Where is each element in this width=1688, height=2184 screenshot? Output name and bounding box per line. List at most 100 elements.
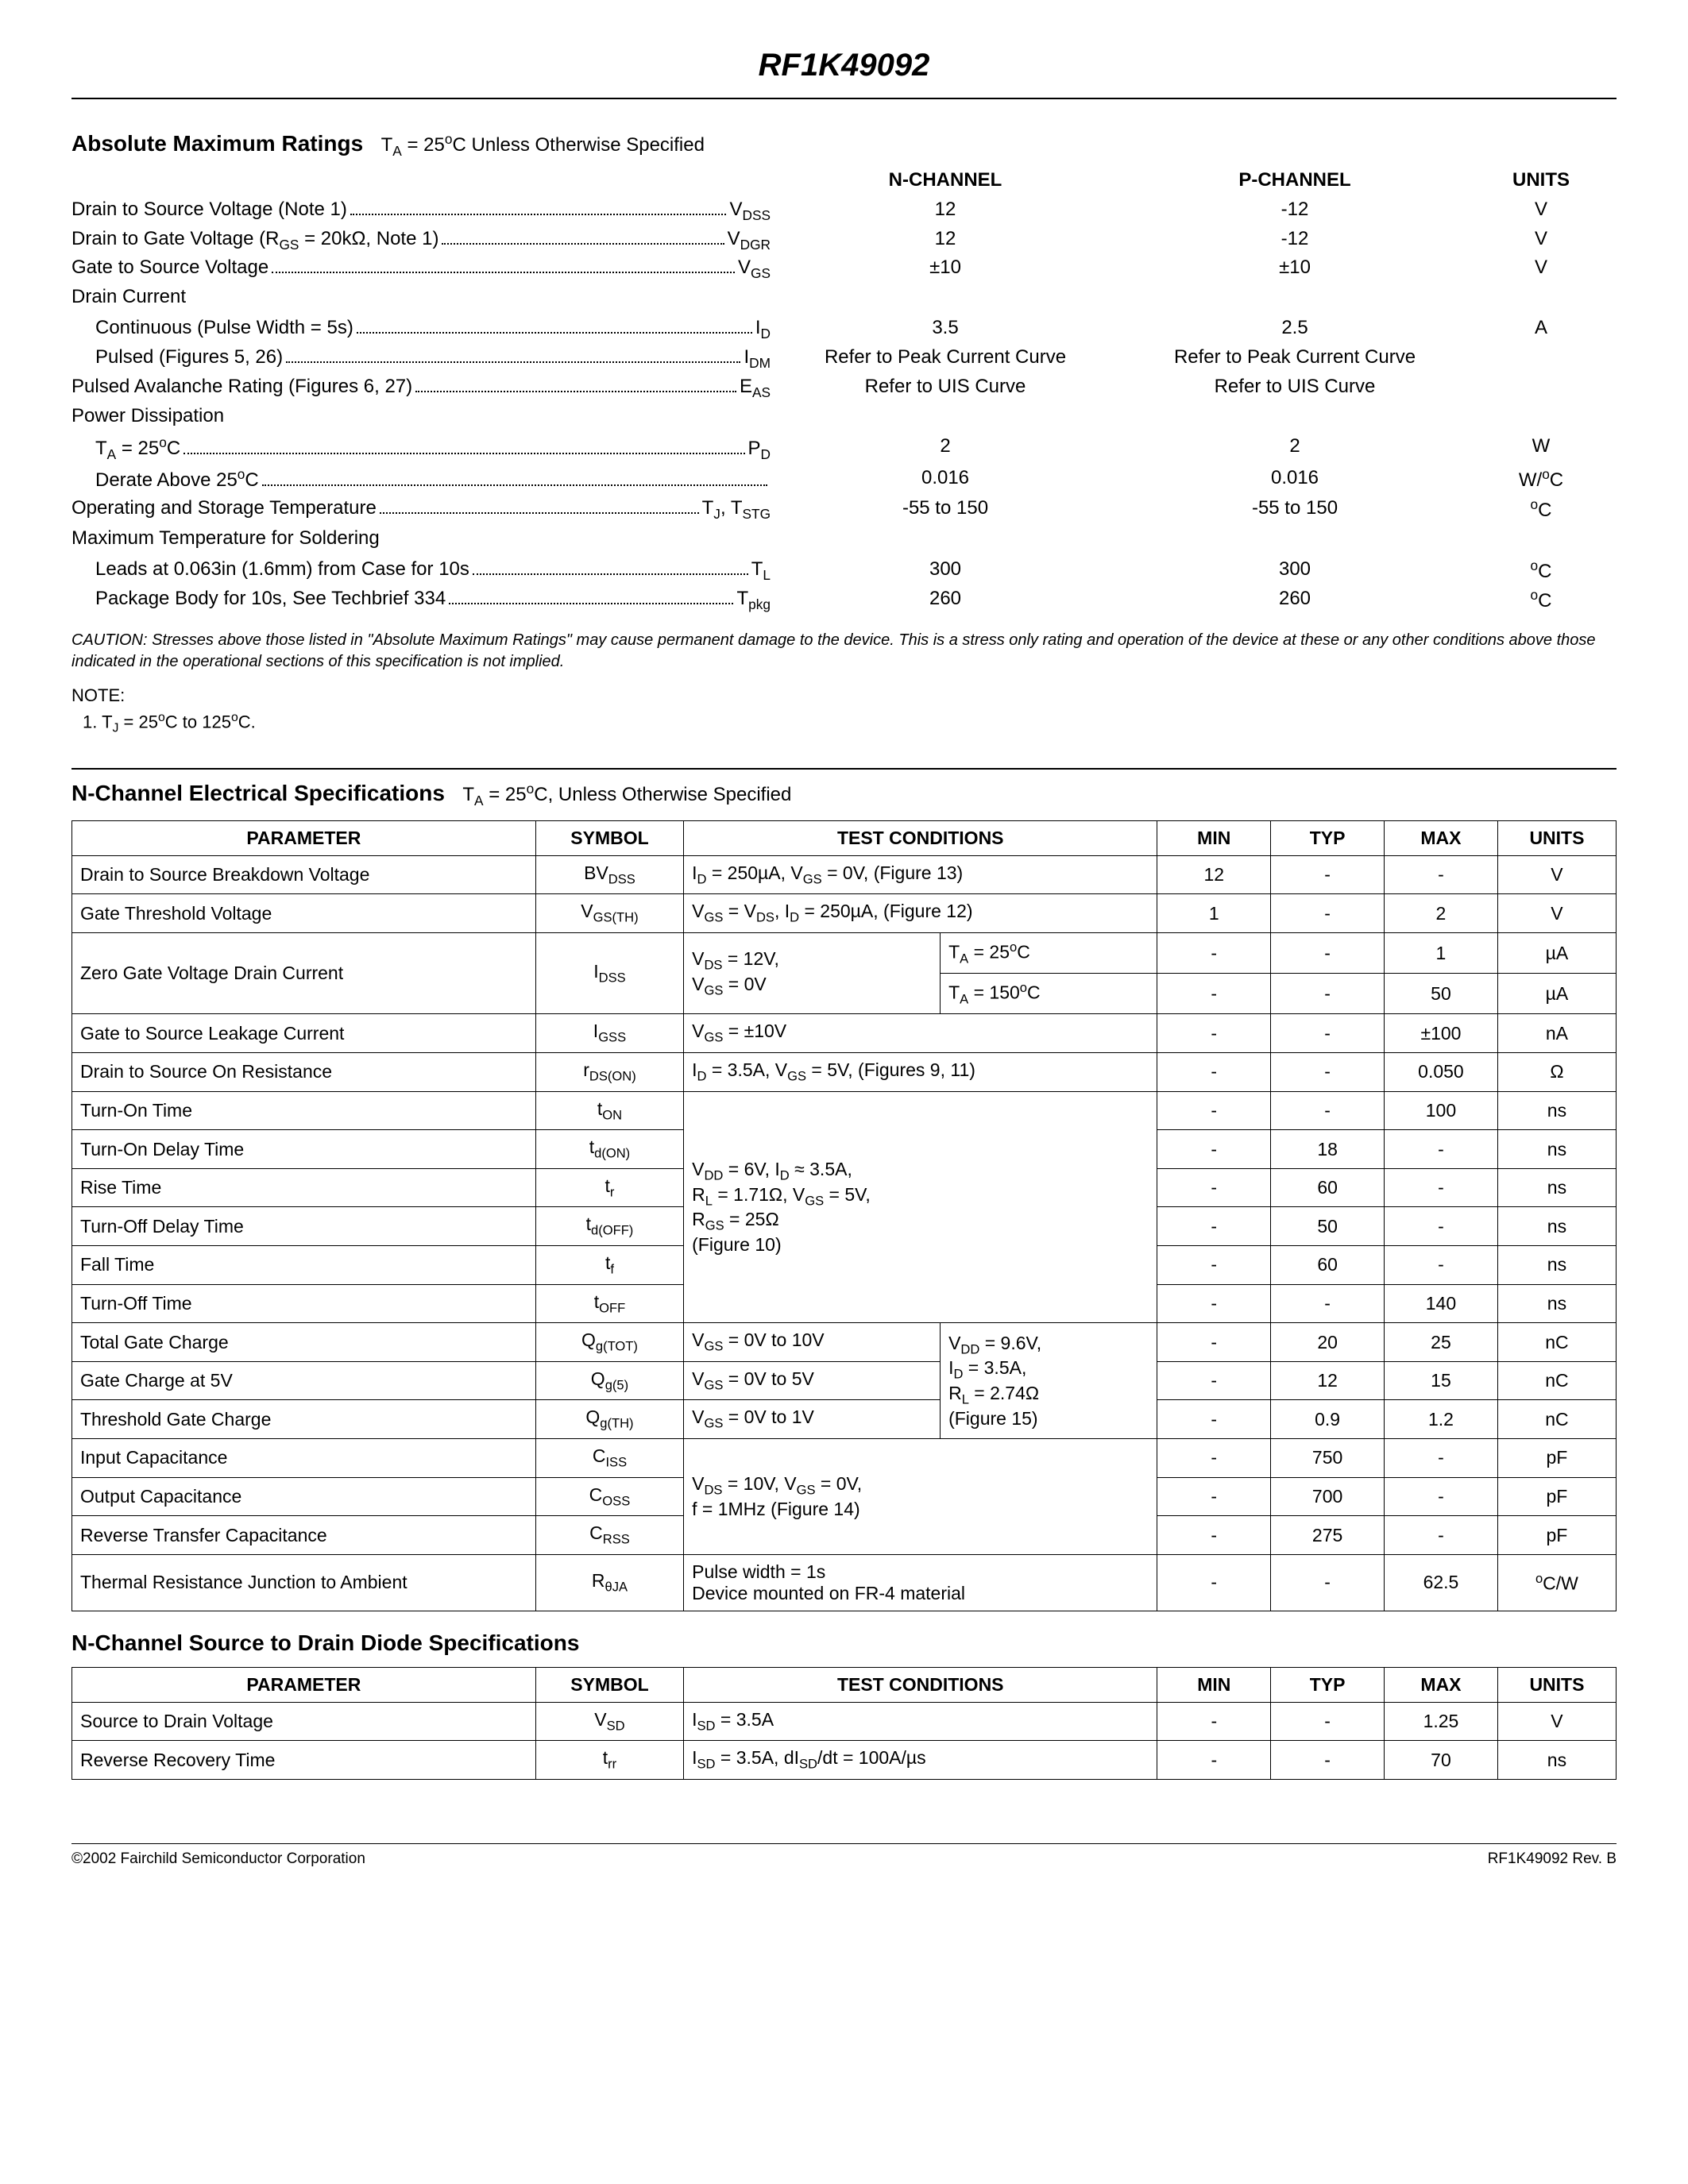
amr-row: Continuous (Pulse Width = 5s)ID3.52.5A: [71, 314, 1617, 344]
amr-group-header: Drain Current: [71, 284, 1617, 311]
cell-min: -: [1157, 1702, 1271, 1741]
amr-group-label: Power Dissipation: [71, 403, 224, 430]
cell-min: -: [1157, 1741, 1271, 1780]
elec-heading: N-Channel Electrical Specifications: [71, 781, 445, 805]
cell-typ: -: [1271, 1741, 1385, 1780]
cell-max: 1.25: [1385, 1702, 1498, 1741]
amr-p-value: Refer to Peak Current Curve: [1120, 344, 1470, 372]
amr-label: Derate Above 25oC: [71, 465, 259, 495]
amr-n-value: 2: [771, 433, 1120, 461]
elec-section: N-Channel Electrical Specifications TA =…: [71, 781, 1617, 1611]
table-row: Gate Threshold Voltage VGS(TH) VGS = VDS…: [72, 894, 1617, 933]
amr-p-value: 2: [1120, 433, 1470, 461]
amr-group-header: Power Dissipation: [71, 403, 1617, 430]
section-divider: [71, 768, 1617, 770]
amr-symbol: PD: [748, 435, 771, 465]
amr-symbol: VDSS: [729, 196, 771, 226]
diode-heading: N-Channel Source to Drain Diode Specific…: [71, 1630, 579, 1655]
leader-dots: [183, 435, 744, 454]
amr-group-label: Drain Current: [71, 284, 186, 311]
amr-col-n: N-CHANNEL: [771, 169, 1120, 191]
amr-symbol: ID: [755, 314, 771, 344]
table-row: Gate to Source Leakage Current IGSS VGS …: [72, 1014, 1617, 1053]
leader-dots: [380, 495, 699, 514]
amr-symbol: VDGR: [728, 226, 771, 255]
amr-n-value: 12: [771, 226, 1120, 253]
cell-units: ns: [1497, 1741, 1616, 1780]
leader-dots: [473, 556, 748, 575]
amr-units: oC: [1470, 495, 1613, 525]
th-test-conditions: TEST CONDITIONS: [684, 820, 1157, 855]
leader-dots: [272, 254, 735, 273]
cell-test-conditions: ISD = 3.5A, dISD/dt = 100A/µs: [684, 1741, 1157, 1780]
amr-row: Derate Above 25oC0.0160.016W/oC: [71, 465, 1617, 495]
amr-units: oC: [1470, 585, 1613, 615]
amr-col-p: P-CHANNEL: [1120, 169, 1470, 191]
amr-symbol: TJ, TSTG: [702, 495, 771, 524]
th-symbol: SYMBOL: [535, 1667, 683, 1702]
amr-label: TA = 25oC: [71, 433, 180, 465]
leader-dots: [286, 344, 740, 363]
th-max: MAX: [1385, 820, 1498, 855]
amr-symbol: IDM: [744, 344, 771, 373]
elec-header-row: PARAMETER SYMBOL TEST CONDITIONS MIN TYP…: [72, 820, 1617, 855]
amr-heading: Absolute Maximum Ratings: [71, 131, 363, 156]
table-row: Input Capacitance CISS VDS = 10V, VGS = …: [72, 1439, 1617, 1478]
th-units: UNITS: [1497, 1667, 1616, 1702]
amr-n-value: ±10: [771, 254, 1120, 282]
th-typ: TYP: [1271, 820, 1385, 855]
th-max: MAX: [1385, 1667, 1498, 1702]
amr-units: V: [1470, 254, 1613, 282]
amr-label: Gate to Source Voltage: [71, 254, 268, 282]
table-row: Total Gate Charge Qg(TOT) VGS = 0V to 10…: [72, 1323, 1617, 1362]
amr-p-value: Refer to UIS Curve: [1120, 373, 1470, 401]
diode-section: N-Channel Source to Drain Diode Specific…: [71, 1630, 1617, 1780]
amr-label: Package Body for 10s, See Techbrief 334: [71, 585, 446, 613]
th-param: PARAMETER: [72, 1667, 536, 1702]
amr-n-value: 12: [771, 196, 1120, 224]
amr-units: W: [1470, 433, 1613, 461]
amr-p-value: 300: [1120, 556, 1470, 584]
elec-table: PARAMETER SYMBOL TEST CONDITIONS MIN TYP…: [71, 820, 1617, 1611]
cell-param: Source to Drain Voltage: [72, 1702, 536, 1741]
cell-typ: -: [1271, 1702, 1385, 1741]
amr-label: Operating and Storage Temperature: [71, 495, 377, 523]
amr-symbol: Tpkg: [736, 585, 771, 615]
th-units: UNITS: [1497, 820, 1616, 855]
amr-units: V: [1470, 226, 1613, 253]
diode-table: PARAMETER SYMBOL TEST CONDITIONS MIN TYP…: [71, 1667, 1617, 1780]
table-row: Turn-On Time tON VDD = 6V, ID ≈ 3.5A,RL …: [72, 1091, 1617, 1130]
footer-copyright: ©2002 Fairchild Semiconductor Corporatio…: [71, 1850, 365, 1868]
amr-units: V: [1470, 196, 1613, 224]
amr-column-headers: N-CHANNEL P-CHANNEL UNITS: [71, 169, 1617, 191]
cell-max: 70: [1385, 1741, 1498, 1780]
amr-label: Pulsed (Figures 5, 26): [71, 344, 283, 372]
amr-symbol: VGS: [738, 254, 771, 284]
amr-p-value: -55 to 150: [1120, 495, 1470, 523]
amr-label: Drain to Source Voltage (Note 1): [71, 196, 347, 224]
table-row: Drain to Source On Resistance rDS(ON) ID…: [72, 1053, 1617, 1092]
amr-p-value: -12: [1120, 226, 1470, 253]
amr-row: Drain to Gate Voltage (RGS = 20kΩ, Note …: [71, 226, 1617, 255]
th-test-conditions: TEST CONDITIONS: [684, 1667, 1157, 1702]
amr-section: Absolute Maximum Ratings TA = 25oC Unles…: [71, 131, 1617, 736]
amr-row: Pulsed (Figures 5, 26)IDMRefer to Peak C…: [71, 344, 1617, 373]
amr-row: Package Body for 10s, See Techbrief 334 T…: [71, 585, 1617, 615]
footer-revision: RF1K49092 Rev. B: [1488, 1850, 1617, 1868]
part-number-title: RF1K49092: [71, 48, 1617, 99]
amr-n-value: 300: [771, 556, 1120, 584]
amr-row: Operating and Storage Temperature TJ, TST…: [71, 495, 1617, 525]
th-param: PARAMETER: [72, 820, 536, 855]
amr-row: Gate to Source VoltageVGS±10±10V: [71, 254, 1617, 284]
amr-n-value: Refer to Peak Current Curve: [771, 344, 1120, 372]
amr-label: Continuous (Pulse Width = 5s): [71, 314, 353, 342]
amr-n-value: 260: [771, 585, 1120, 613]
amr-label: Leads at 0.063in (1.6mm) from Case for 1…: [71, 556, 469, 584]
th-min: MIN: [1157, 820, 1271, 855]
amr-n-value: 0.016: [771, 465, 1120, 492]
amr-units: A: [1470, 314, 1613, 342]
leader-dots: [449, 585, 733, 604]
amr-p-value: ±10: [1120, 254, 1470, 282]
amr-n-value: -55 to 150: [771, 495, 1120, 523]
cell-test-conditions: ISD = 3.5A: [684, 1702, 1157, 1741]
